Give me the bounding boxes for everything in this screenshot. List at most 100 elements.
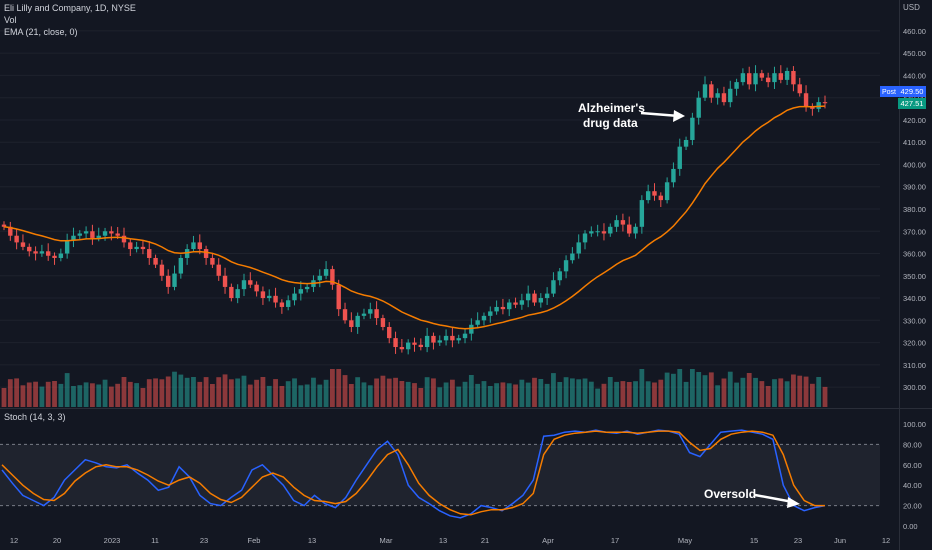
volume-bar (298, 385, 304, 407)
volume-bar (330, 369, 335, 407)
vol-legend[interactable]: Vol (4, 15, 17, 25)
volume-bar (658, 379, 664, 407)
volume-bar (639, 369, 645, 407)
volume-bar (108, 386, 114, 407)
price-tick-label: 390.00 (903, 183, 926, 192)
candle-body (456, 338, 461, 341)
stoch-tick-label: 60.00 (903, 461, 922, 470)
candle-body (235, 289, 240, 299)
volume-bar (266, 385, 272, 407)
time-axis: 12 20 2023 11 23 Feb 13 Mar 13 21 Apr 17 May 15 23 Jun 1… (10, 536, 890, 545)
volume-bar (519, 379, 525, 407)
candle-body (355, 315, 360, 327)
volume-bar (481, 381, 487, 407)
volume-bar (569, 378, 575, 407)
volume-bar (563, 377, 569, 407)
volume-bar (317, 384, 323, 407)
candle-body (633, 226, 638, 234)
volume-bar (576, 379, 582, 407)
volume-bar (140, 388, 146, 407)
ema-legend[interactable]: EMA (21, close, 0) (4, 27, 78, 37)
volume-bar (614, 381, 619, 407)
time-tick-label: 12 (10, 536, 18, 545)
volume-bar (443, 382, 449, 407)
price-tick-label: 360.00 (903, 250, 926, 259)
volume-bar (127, 381, 133, 407)
candle-body (810, 106, 815, 109)
candle-body (102, 231, 108, 236)
candle-body (747, 73, 752, 85)
candle-body (96, 235, 101, 238)
volume-bar (380, 375, 386, 407)
volume-bar (367, 385, 373, 407)
volume-bars (1, 369, 828, 407)
price-tick-label: 420.00 (903, 116, 926, 125)
volume-bar (683, 381, 689, 407)
volume-bar (664, 372, 670, 407)
candle-body (387, 326, 392, 339)
candle-body (273, 295, 278, 303)
volume-bar (146, 379, 152, 407)
candle-body (822, 102, 828, 104)
candle-body (778, 73, 783, 80)
price-tick-label: 440.00 (903, 71, 926, 80)
candle-body (71, 235, 76, 241)
candle-body (570, 253, 575, 261)
candle-body (109, 231, 114, 234)
time-tick-label: 2023 (104, 536, 121, 545)
volume-bar (532, 377, 537, 407)
last-price-badge (898, 98, 926, 109)
stoch-legend[interactable]: Stoch (14, 3, 3) (4, 412, 66, 422)
volume-bar (393, 377, 398, 407)
candle-body (222, 275, 228, 287)
candle-body (399, 347, 405, 350)
volume-bar (424, 377, 430, 407)
time-tick-label: 15 (750, 536, 758, 545)
candle-body (488, 311, 493, 316)
candle-body (627, 224, 632, 234)
volume-bar (159, 379, 165, 407)
volume-bar (595, 388, 601, 407)
volume-bar (197, 381, 203, 407)
price-tick-label: 310.00 (903, 361, 926, 370)
volume-bar (412, 383, 417, 407)
stoch-d-line (1, 430, 825, 516)
candle-body (248, 280, 253, 285)
volume-bar (254, 379, 260, 407)
last-price-value: 427.51 (901, 99, 924, 108)
volume-bar (348, 384, 354, 407)
volume-bar (645, 381, 651, 407)
volume-bar (525, 382, 531, 407)
candle-body (765, 77, 771, 83)
candle-body (721, 93, 727, 103)
volume-bar (626, 382, 632, 407)
stoch-tick-label: 0.00 (903, 522, 918, 531)
candle-body (544, 293, 550, 299)
volume-bar (399, 381, 405, 407)
volume-bar (506, 383, 512, 407)
annotation-alzheimers-line1: Alzheimer's (578, 101, 645, 115)
post-badge (880, 86, 898, 97)
volume-bar (178, 374, 184, 407)
price-tick-label: 350.00 (903, 272, 926, 281)
candle-body (424, 335, 430, 348)
volume-bar (64, 373, 70, 407)
volume-bar (172, 371, 177, 407)
candle-body (46, 251, 51, 256)
candle-body (58, 253, 64, 258)
candle-body (664, 182, 670, 201)
candle-body (418, 344, 424, 348)
volume-bar (355, 377, 361, 407)
candle-body (279, 302, 285, 307)
candle-body (298, 289, 304, 294)
volume-bar (778, 378, 784, 407)
volume-bar (797, 375, 803, 407)
symbol-title[interactable]: Eli Lilly and Company, 1D, NYSE (4, 3, 136, 13)
volume-bar (247, 384, 253, 407)
candle-body (292, 293, 297, 301)
candle-body (563, 260, 569, 272)
volume-bar (304, 384, 310, 407)
time-tick-label: May (678, 536, 692, 545)
